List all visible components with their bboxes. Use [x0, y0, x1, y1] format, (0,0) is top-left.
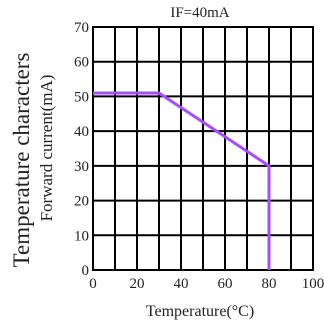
x-tick-label: 40 — [174, 276, 189, 292]
x-tick-label: 100 — [302, 276, 324, 292]
y-tick-label: 70 — [74, 20, 89, 36]
series-layer — [93, 91, 271, 270]
plot-frame — [92, 26, 314, 271]
y-axis-title: Temperature characters — [9, 53, 34, 268]
y-axis-subtitle: Forward current(mA) — [37, 75, 56, 222]
x-tick-label: 20 — [130, 276, 145, 292]
x-tick-label: 80 — [262, 276, 277, 292]
y-tick-label: 50 — [74, 89, 89, 105]
chart-title: IF=40mA — [170, 5, 229, 21]
x-tick-label: 60 — [218, 276, 233, 292]
y-tick-label: 20 — [74, 194, 89, 210]
y-tick-label: 10 — [74, 228, 89, 244]
x-axis-title: Temperature(°C) — [146, 303, 254, 320]
grid — [92, 26, 314, 271]
series-line — [93, 91, 271, 270]
y-tick-label: 40 — [74, 124, 89, 140]
x-tick-label: 0 — [89, 276, 97, 292]
tick-labels: 0 20 40 60 80 100 0 10 20 30 40 50 60 70 — [74, 20, 324, 292]
y-tick-label: 0 — [82, 263, 90, 279]
y-tick-label: 30 — [74, 159, 89, 175]
y-tick-label: 60 — [74, 55, 89, 71]
